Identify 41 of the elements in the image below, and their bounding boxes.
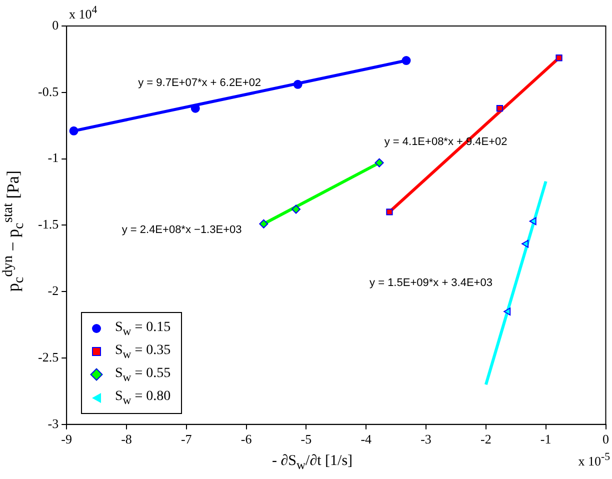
point xyxy=(69,126,78,136)
y-tick-label: -3 xyxy=(48,416,59,431)
x-tick-label: -2 xyxy=(480,432,492,447)
point xyxy=(556,54,562,62)
annotation: y = 2.4E+08*x −1.3E+03 xyxy=(122,224,242,236)
text: x 10$^{-5}$ xyxy=(578,451,610,470)
x-tick-label: -4 xyxy=(360,432,372,447)
y-tick-label: -2.5 xyxy=(38,349,59,364)
y-tick-label: -0.5 xyxy=(38,84,59,99)
point xyxy=(293,80,302,89)
y-tick-label: -2 xyxy=(48,283,59,298)
x-tick-label: -1 xyxy=(540,432,552,447)
x-tick-label: 0 xyxy=(602,432,609,447)
x-tick-label: -3 xyxy=(420,432,432,447)
y-tick-label: -1 xyxy=(48,150,59,166)
point xyxy=(522,240,529,248)
x-tick-label: -9 xyxy=(61,432,72,447)
point xyxy=(190,104,200,113)
annotation: y = 1.5E+09*x + 3.4E+03 xyxy=(370,276,492,289)
point xyxy=(374,158,384,168)
point xyxy=(529,217,536,226)
legend-label: S$_{w}$ = 0.55 xyxy=(115,366,171,384)
point xyxy=(496,105,504,112)
annotation: y = 4.1E+08*x + 9.4E+02 xyxy=(384,136,508,148)
annotation: y = 9.7E+07*x + 6.2E+02 xyxy=(138,77,262,90)
legend-label: S$_{w}$ = 0.35 xyxy=(115,342,171,360)
point xyxy=(402,56,411,66)
legend-label: S$_{w}$ = 0.15 xyxy=(115,320,171,338)
y-tick-label: -1.5 xyxy=(38,216,59,232)
point xyxy=(259,219,268,228)
x-tick-label: -8 xyxy=(121,432,132,447)
y-tick-label: 0 xyxy=(52,17,59,32)
x-axis-title: - ∂S$_{w}$/∂t [1/s] xyxy=(272,453,353,473)
x-tick-label: -6 xyxy=(240,432,252,447)
point xyxy=(292,204,301,214)
text: x 10$^{4}$ xyxy=(69,4,98,22)
x-tick-label: -5 xyxy=(300,432,312,447)
x-tick-label: -7 xyxy=(180,432,192,447)
point xyxy=(504,308,511,316)
point xyxy=(386,208,393,216)
legend-label: S$_{w}$ = 0.80 xyxy=(115,388,171,406)
